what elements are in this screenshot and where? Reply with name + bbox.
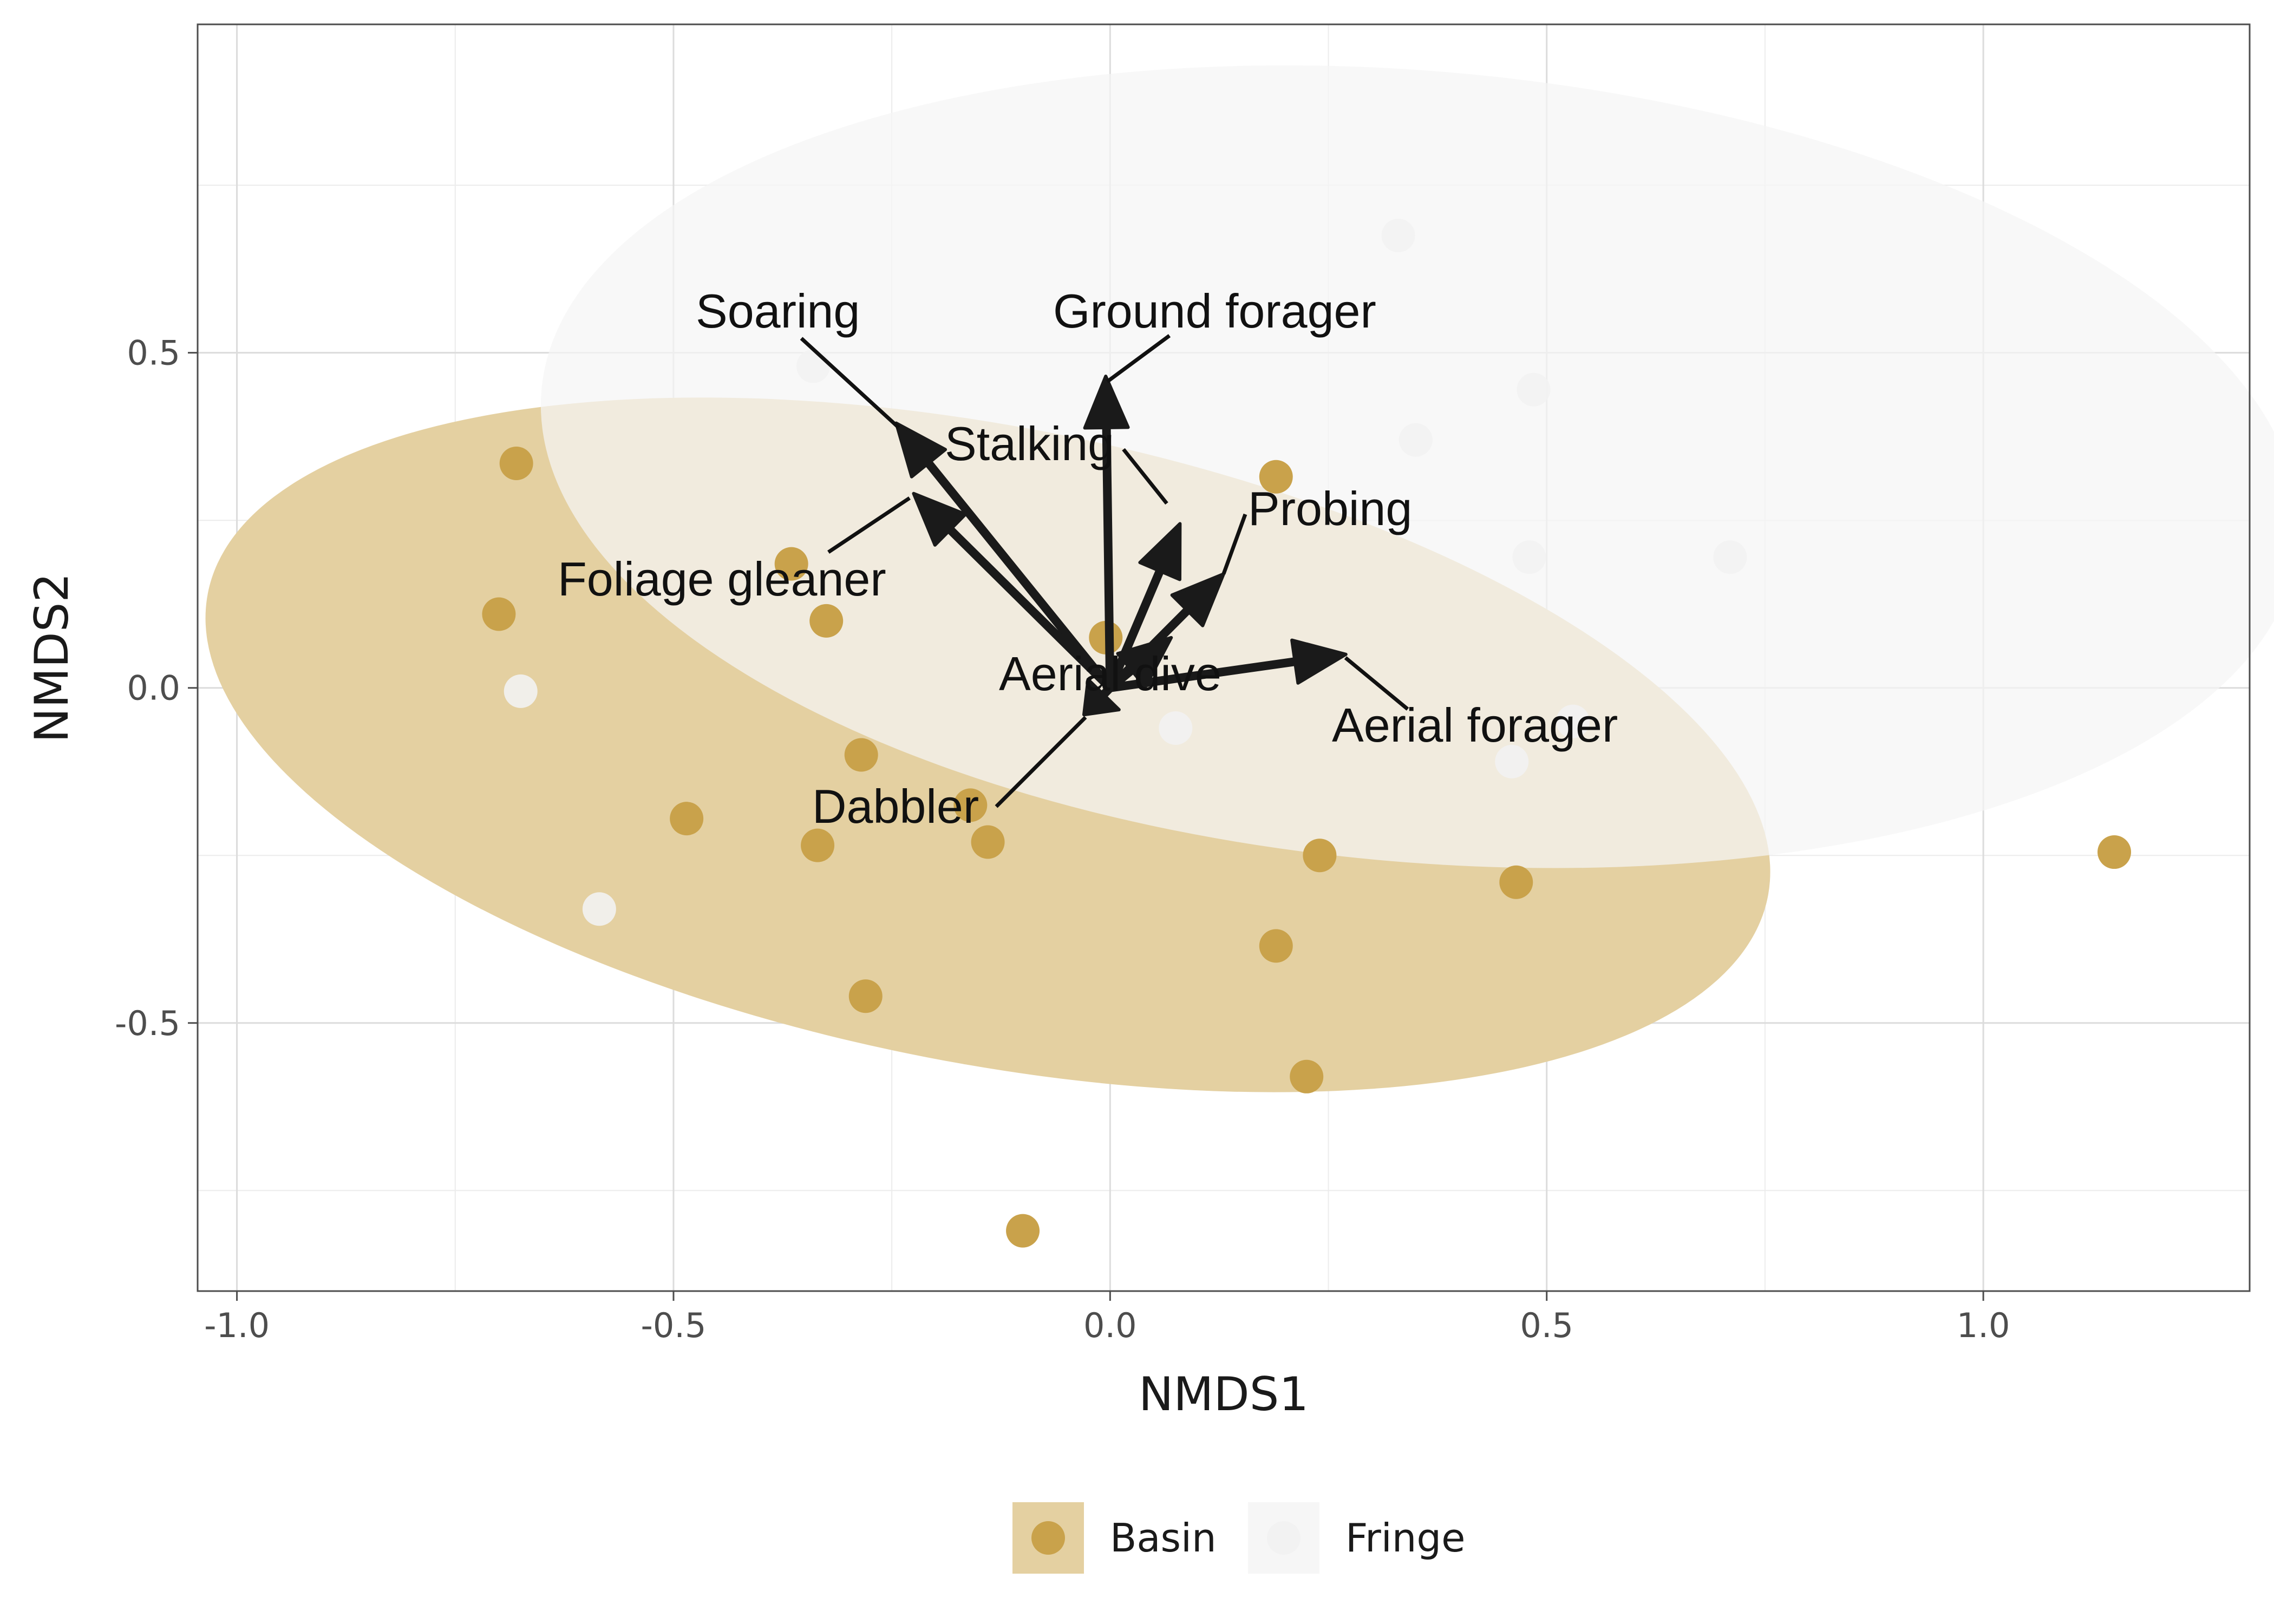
plot-area: Soaring Foliage gleaner Ground forager Stal… [197,23,2274,1292]
x-tick-label: -1.0 [204,1306,270,1345]
basin-point [1259,929,1293,963]
vector-arrowhead [1082,678,1121,717]
basin-point [971,825,1005,859]
vector-label: Aerial dive [999,647,1221,700]
y-axis-title: NMDS2 [25,573,79,743]
basin-point [499,446,533,480]
vector-label: Foliage gleaner [558,552,886,606]
basin-point [1259,460,1293,494]
basin-point [670,802,704,836]
trait-vectors [894,375,1348,717]
x-tick-label: 1.0 [1957,1306,2010,1345]
basin-point [1303,839,1337,873]
vector-label: Dabbler [812,780,979,833]
x-axis-title: NMDS1 [1139,1367,1309,1422]
vector-shaft [920,454,1115,692]
fringe-point [796,349,830,383]
basin-point [1499,865,1533,899]
panel-border [197,23,2251,1292]
vector-leader-line [995,716,1087,808]
vector-leader-line [1122,448,1168,505]
vector-leader-line [1221,513,1247,575]
y-tick-label: -0.5 [115,1004,180,1043]
basin-point [482,597,516,631]
vector-label: Aerial forager [1332,698,1618,752]
vector-arrowhead [1138,522,1182,581]
y-tick-label: 0.0 [127,669,180,708]
vector-label: Soaring [696,284,860,338]
vector-arrowhead [912,492,968,547]
vector-leader-line [800,337,900,429]
fringe-point [1517,372,1551,407]
data-points [482,219,2132,1248]
x-tick-label: -0.5 [641,1306,706,1345]
y-axis-ticks: -0.5 0.0 0.5 [115,333,198,1043]
basin-point [801,828,835,862]
x-tick-label: 0.0 [1083,1306,1137,1345]
basin-point [2097,835,2132,869]
vector-leader-line [1344,656,1409,711]
vector-arrowhead [1290,638,1348,685]
x-tick-label: 0.5 [1520,1306,1573,1345]
x-axis-ticks: -1.0 -0.5 0.0 0.5 1.0 [204,1291,2010,1345]
vector-label: Ground forager [1053,284,1376,338]
vector-arrowhead [1170,572,1225,627]
vector-arrowhead [1083,375,1130,430]
vector-label: Probing [1248,482,1412,535]
y-tick-label: 0.5 [127,333,180,373]
vector-leader-line [1106,334,1171,383]
fringe-point [1556,704,1590,738]
fringe-point [582,892,616,926]
fringe-ellipse [540,65,2274,868]
fringe-point [504,674,538,708]
vector-shaft [1102,417,1115,692]
basin-point [1290,1059,1324,1093]
vector-shaft [942,521,1115,692]
basin-point [953,788,988,822]
vector-arrowhead [894,421,948,479]
legend-label-basin: Basin [1110,1515,1217,1561]
fringe-point [1381,219,1415,252]
legend-marker-fringe [1267,1521,1301,1555]
basin-point [809,604,844,638]
fringe-point [1512,540,1546,574]
vector-shaft [1106,561,1167,692]
fringe-point [1159,711,1193,745]
fringe-point [1713,540,1747,574]
fringe-point [1495,744,1529,778]
legend: Basin Fringe [1012,1502,1465,1574]
basin-point [848,979,883,1013]
vector-arrowhead [1116,636,1173,689]
vector-leader-line [827,496,911,554]
legend-marker-basin [1031,1521,1065,1555]
legend-label-fringe: Fringe [1345,1515,1465,1561]
basin-point [1006,1214,1040,1248]
basin-point [774,547,808,581]
basin-point [844,738,878,772]
vector-label: Stalking [945,417,1114,470]
trait-vector-labels: Soaring Foliage gleaner Ground forager Stal… [558,284,1618,833]
fringe-point [1399,423,1433,457]
